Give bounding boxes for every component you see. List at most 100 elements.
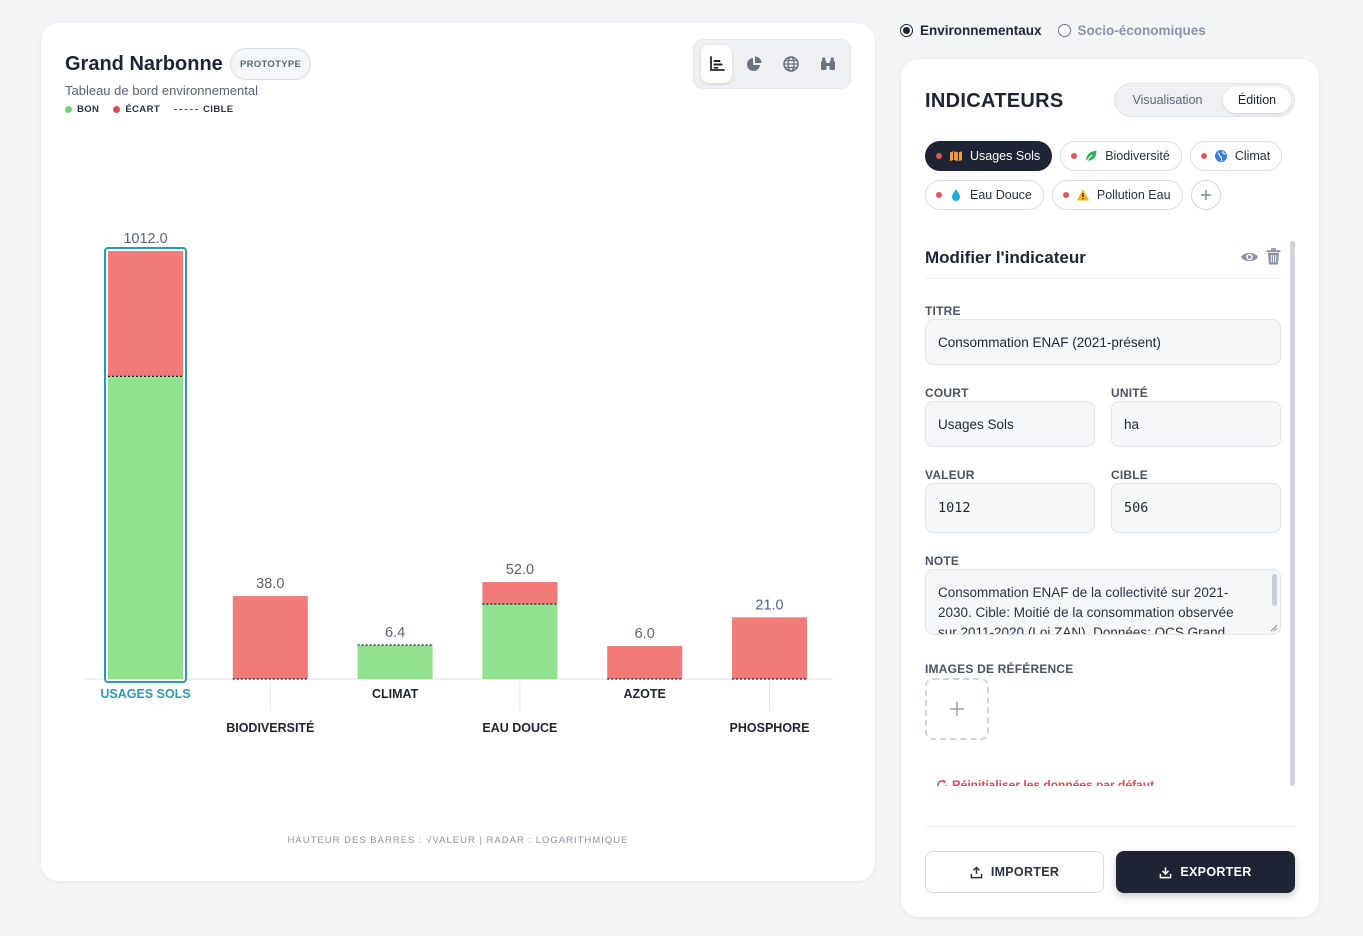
chip-label: Climat — [1234, 149, 1271, 163]
editor-scrollbar[interactable] — [1290, 241, 1295, 786]
bar-value-label-phosphore: 21.0 — [755, 597, 783, 613]
reset-defaults-link[interactable]: Réinitialiser les données par défaut — [936, 778, 1154, 786]
court-label: COURT — [925, 386, 969, 400]
export-label: EXPORTER — [1180, 865, 1252, 879]
titre-input[interactable]: Consommation ENAF (2021-présent) — [925, 319, 1281, 365]
mode-visualisation-button[interactable]: Visualisation — [1132, 93, 1203, 107]
chip-climat[interactable]: Climat — [1189, 141, 1283, 171]
chip-label: Eau Douce — [970, 188, 1032, 202]
gap-dot-icon — [113, 106, 121, 113]
images-label: IMAGES DE RÉFÉRENCE — [925, 662, 1074, 676]
gap-status-dot-icon — [1200, 153, 1207, 159]
leaf-icon — [1085, 150, 1097, 162]
target-dash-icon — [174, 109, 199, 110]
note-text: Consommation ENAF de la collectivité sur… — [938, 585, 1234, 635]
bar-gap-biodiversit- — [232, 596, 308, 679]
radio-unselected-icon — [1057, 24, 1071, 37]
legend-good-label: BON — [77, 104, 100, 115]
gap-status-dot-icon — [936, 153, 942, 159]
indicator-chips: Usages Sols Biodiversité Climat Eau Douc… — [925, 141, 1305, 210]
mode-switch: Visualisation Édition — [1114, 83, 1295, 117]
radio-selected-icon — [900, 24, 913, 37]
legend-item-gap: ÉCART — [113, 104, 160, 115]
note-scrollbar[interactable] — [1272, 574, 1277, 606]
bar-chart-view-button[interactable] — [701, 45, 732, 83]
panel-title: INDICATEURS — [925, 90, 1064, 112]
bar-gap-usages-sols — [108, 251, 183, 377]
bar-value-label-usages-sols: 1012.0 — [123, 231, 167, 247]
bar-gap-azote — [607, 646, 683, 679]
add-image-button[interactable] — [925, 678, 989, 740]
dashboard-title: Grand Narbonne — [65, 53, 223, 75]
bar-gap-phosphore — [732, 617, 807, 679]
radio-environnementaux-label: Environnementaux — [920, 23, 1042, 38]
dashboard-subtitle: Tableau de bord environnemental — [65, 83, 258, 98]
editor-scrollbar-thumb[interactable] — [1290, 241, 1295, 786]
bar-value-label-biodiversit-: 38.0 — [256, 576, 284, 592]
dashboard-card: Grand Narbonne PROTOTYPE Tableau de bord… — [41, 23, 875, 881]
chip-eau-douce[interactable]: Eau Douce — [925, 180, 1044, 210]
cible-label: CIBLE — [1111, 468, 1148, 482]
axis-label-usages-sols: USAGES SOLS — [100, 687, 190, 701]
globe-icon — [782, 56, 799, 72]
bar-chart: 1012.0 USAGES SOLS 38.0 BIODIVERSITÉ 6.4 CLIM… — [84, 231, 833, 735]
selected-bar-outline — [104, 247, 187, 683]
panel-divider — [925, 826, 1295, 827]
trash-icon[interactable] — [1266, 248, 1281, 265]
prototype-badge: PROTOTYPE — [230, 48, 312, 80]
export-button[interactable]: EXPORTER — [1116, 851, 1295, 893]
editor-header: Modifier l'indicateur — [925, 241, 1281, 279]
bar-chart-icon — [709, 56, 725, 71]
bar-value-label-eau-douce: 52.0 — [506, 562, 534, 578]
globe-icon — [1214, 150, 1227, 162]
pie-chart-icon — [746, 56, 761, 71]
indicator-editor: Modifier l'indicateur TITRE Consommation… — [925, 241, 1281, 786]
chart-legend: BON ÉCART CIBLE — [65, 104, 234, 115]
gap-status-dot-icon — [1062, 192, 1069, 198]
legend-item-good: BON — [65, 104, 99, 115]
valeur-label: VALEUR — [925, 468, 975, 482]
axis-label-azote: AZOTE — [624, 687, 666, 701]
unite-label: UNITÉ — [1111, 386, 1148, 400]
gap-status-dot-icon — [1071, 153, 1078, 159]
bar-gap-eau-douce — [482, 581, 558, 605]
legend-gap-label: ÉCART — [125, 104, 161, 115]
bar-good-eau-douce — [482, 604, 558, 679]
pie-chart-view-button[interactable] — [738, 45, 769, 83]
axis-label-phosphore: PHOSPHORE — [730, 721, 810, 735]
unite-input[interactable]: ha — [1111, 401, 1281, 447]
plus-icon — [950, 702, 964, 716]
chip-biodiversite[interactable]: Biodiversité — [1060, 141, 1182, 171]
axis-label-climat: CLIMAT — [372, 687, 419, 701]
eye-icon[interactable] — [1240, 249, 1259, 265]
import-button[interactable]: IMPORTER — [925, 851, 1104, 893]
radio-socio-economiques[interactable]: Socio-économiques — [1057, 23, 1206, 38]
legend-item-target: CIBLE — [174, 104, 234, 115]
binoculars-view-button[interactable] — [812, 45, 843, 83]
cible-input[interactable]: 506 — [1111, 483, 1281, 533]
map-icon — [950, 151, 962, 162]
radio-environnementaux[interactable]: Environnementaux — [900, 23, 1042, 38]
category-toggle: Environnementaux Socio-économiques — [900, 23, 1206, 38]
globe-view-button[interactable] — [775, 45, 806, 83]
mode-edition-button[interactable]: Édition — [1223, 87, 1291, 113]
chip-label: Biodiversité — [1105, 149, 1170, 163]
valeur-input[interactable]: 1012 — [925, 483, 1095, 533]
chip-label: Pollution Eau — [1096, 188, 1171, 202]
radio-socio-economiques-label: Socio-économiques — [1077, 23, 1206, 38]
indicators-panel: INDICATEURS Visualisation Édition Usages… — [901, 59, 1319, 917]
add-indicator-button[interactable] — [1190, 180, 1221, 210]
plus-icon — [1200, 190, 1211, 200]
court-input[interactable]: Usages Sols — [925, 401, 1095, 447]
chart-footnote: HAUTEUR DES BARRES : √VALEUR | RADAR : L… — [287, 835, 629, 846]
chip-usages-sols[interactable]: Usages Sols — [925, 141, 1053, 171]
chip-pollution-eau[interactable]: Pollution Eau — [1051, 180, 1183, 210]
view-toolbar — [693, 39, 851, 89]
bar-good-usages-sols — [108, 376, 183, 679]
note-textarea[interactable]: Consommation ENAF de la collectivité sur… — [925, 569, 1281, 635]
resize-grip-icon[interactable] — [1270, 624, 1278, 632]
note-label: NOTE — [925, 554, 960, 568]
chip-label: Usages Sols — [970, 149, 1041, 163]
import-label: IMPORTER — [990, 865, 1060, 879]
bar-value-label-climat: 6.4 — [385, 625, 405, 641]
